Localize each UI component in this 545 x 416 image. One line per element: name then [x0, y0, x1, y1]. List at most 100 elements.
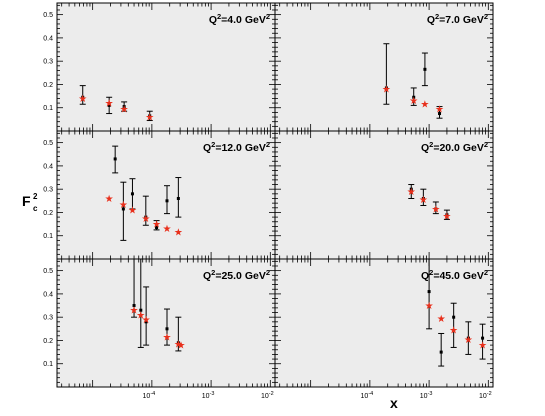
panel-background [57, 3, 275, 131]
data-point [176, 196, 180, 200]
prediction-marker: ★ [142, 315, 151, 326]
prediction-marker: ★ [105, 99, 114, 110]
prediction-marker: ★ [128, 206, 137, 217]
panel-label: Q2=12.0 GeV2 [203, 140, 270, 154]
x-tick-label: 10-2 [261, 391, 274, 400]
x-tick-label: 10-2 [479, 391, 492, 400]
y-tick-label: 0.2 [43, 210, 53, 217]
data-point [434, 207, 438, 211]
data-point [107, 103, 111, 107]
data-point [132, 304, 136, 308]
data-point [144, 320, 148, 324]
y-tick-label: 0.2 [43, 338, 53, 345]
y-tick-label: 0.1 [43, 361, 53, 368]
prediction-marker: ★ [136, 310, 145, 321]
data-point [384, 86, 388, 90]
prediction-marker: ★ [130, 306, 139, 317]
prediction-marker: ★ [435, 104, 444, 115]
y-axis-title-sup: 2 [33, 192, 38, 201]
prediction-marker: ★ [174, 339, 183, 350]
prediction-marker: ★ [437, 314, 446, 325]
data-point [148, 114, 152, 118]
prediction-marker: ★ [120, 104, 129, 115]
panel-background [275, 3, 493, 131]
y-tick-label: 0.5 [43, 140, 53, 147]
y-tick-label: 0.5 [43, 12, 53, 19]
panels-layer: 0.10.20.30.40.5★ ★★★Q2=4.0 GeV2★★ ★ ★Q2=7.0… [43, 2, 494, 400]
y-axis-title: F [22, 193, 31, 209]
prediction-marker: ★ [163, 332, 172, 343]
prediction-marker: ★ [478, 341, 487, 352]
data-point [155, 226, 159, 230]
y-axis-title-sub: c [33, 204, 38, 213]
data-point [439, 350, 443, 354]
panel-frame [274, 258, 494, 388]
prediction-marker: ★ [442, 211, 451, 222]
data-point [427, 290, 431, 294]
y-tick-label: 0.2 [43, 82, 53, 89]
panel-background [57, 131, 275, 259]
prediction-marker: ★ [409, 96, 418, 107]
x-tick-label: 10-4 [143, 391, 156, 400]
y-tick-label: 0.3 [43, 59, 53, 66]
x-tick-label: 10-3 [202, 391, 215, 400]
axis-labels: F 2 c x [22, 192, 398, 411]
data-point [452, 315, 456, 319]
data-point [438, 112, 442, 116]
prediction-marker: ★ [431, 204, 440, 215]
data-point [122, 105, 126, 109]
prediction-marker: ★ [163, 224, 172, 235]
data-point [113, 157, 117, 161]
y-tick-label: 0.1 [43, 105, 53, 112]
prediction-marker: ★ [464, 335, 473, 346]
prediction-marker: ★ [145, 113, 154, 124]
prediction-marker: ★ [174, 228, 183, 239]
data-point [144, 215, 148, 219]
y-tick-label: 0.4 [43, 163, 53, 170]
prediction-marker: ★ [419, 195, 428, 206]
data-point [165, 327, 169, 331]
prediction-marker: ★ [152, 220, 161, 231]
prediction-marker: ★ [119, 200, 128, 211]
data-point [445, 213, 449, 217]
y-tick-label: 0.3 [43, 187, 53, 194]
y-tick-label: 0.4 [43, 291, 53, 298]
data-point [421, 196, 425, 200]
x-tick-label: 10-4 [361, 391, 374, 400]
prediction-marker: ★ [382, 85, 391, 96]
panel-label: Q2=20.0 GeV2 [421, 140, 488, 154]
panel-1: 0.1 0.2 0.3 0.4 0.5 ★ ★ ★ ★ Q2=4.0 GeV2 [43, 2, 276, 132]
panel-label: Q2=25.0 GeV2 [203, 268, 270, 282]
data-point [139, 308, 143, 312]
panel-background [57, 259, 275, 387]
panel-background [275, 131, 493, 259]
prediction-marker: ★ [425, 301, 434, 312]
y-axis-title-main: F [22, 193, 31, 209]
y-tick-label: 0.3 [43, 315, 53, 322]
data-point [423, 67, 427, 71]
data-point [81, 95, 85, 99]
y-tick-label: 0.4 [43, 35, 53, 42]
data-point [130, 192, 134, 196]
data-point [409, 187, 413, 191]
panel-label: Q2=45.0 GeV2 [421, 268, 488, 282]
prediction-marker: ★ [105, 194, 114, 205]
panel-label: Q2=7.0 GeV2 [427, 12, 488, 26]
prediction-marker: ★ [176, 341, 185, 352]
prediction-marker: ★ [141, 214, 150, 225]
prediction-marker: ★ [78, 94, 87, 105]
prediction-marker: ★ [407, 187, 416, 198]
prediction-marker: ★ [420, 100, 429, 111]
data-point [466, 336, 470, 340]
panel-3: 0.10.20.30.40.5★★★★★ ★ ★Q2=12.0 GeV2 [43, 130, 276, 260]
data-point [121, 207, 125, 211]
panel-background [275, 259, 493, 387]
y-tick-label: 0.1 [43, 233, 53, 240]
x-axis-title: x [390, 395, 398, 411]
y-tick-label: 0.5 [43, 268, 53, 275]
panel-2: ★★ ★ ★Q2=7.0 GeV2 [274, 2, 494, 132]
data-point [412, 95, 416, 99]
